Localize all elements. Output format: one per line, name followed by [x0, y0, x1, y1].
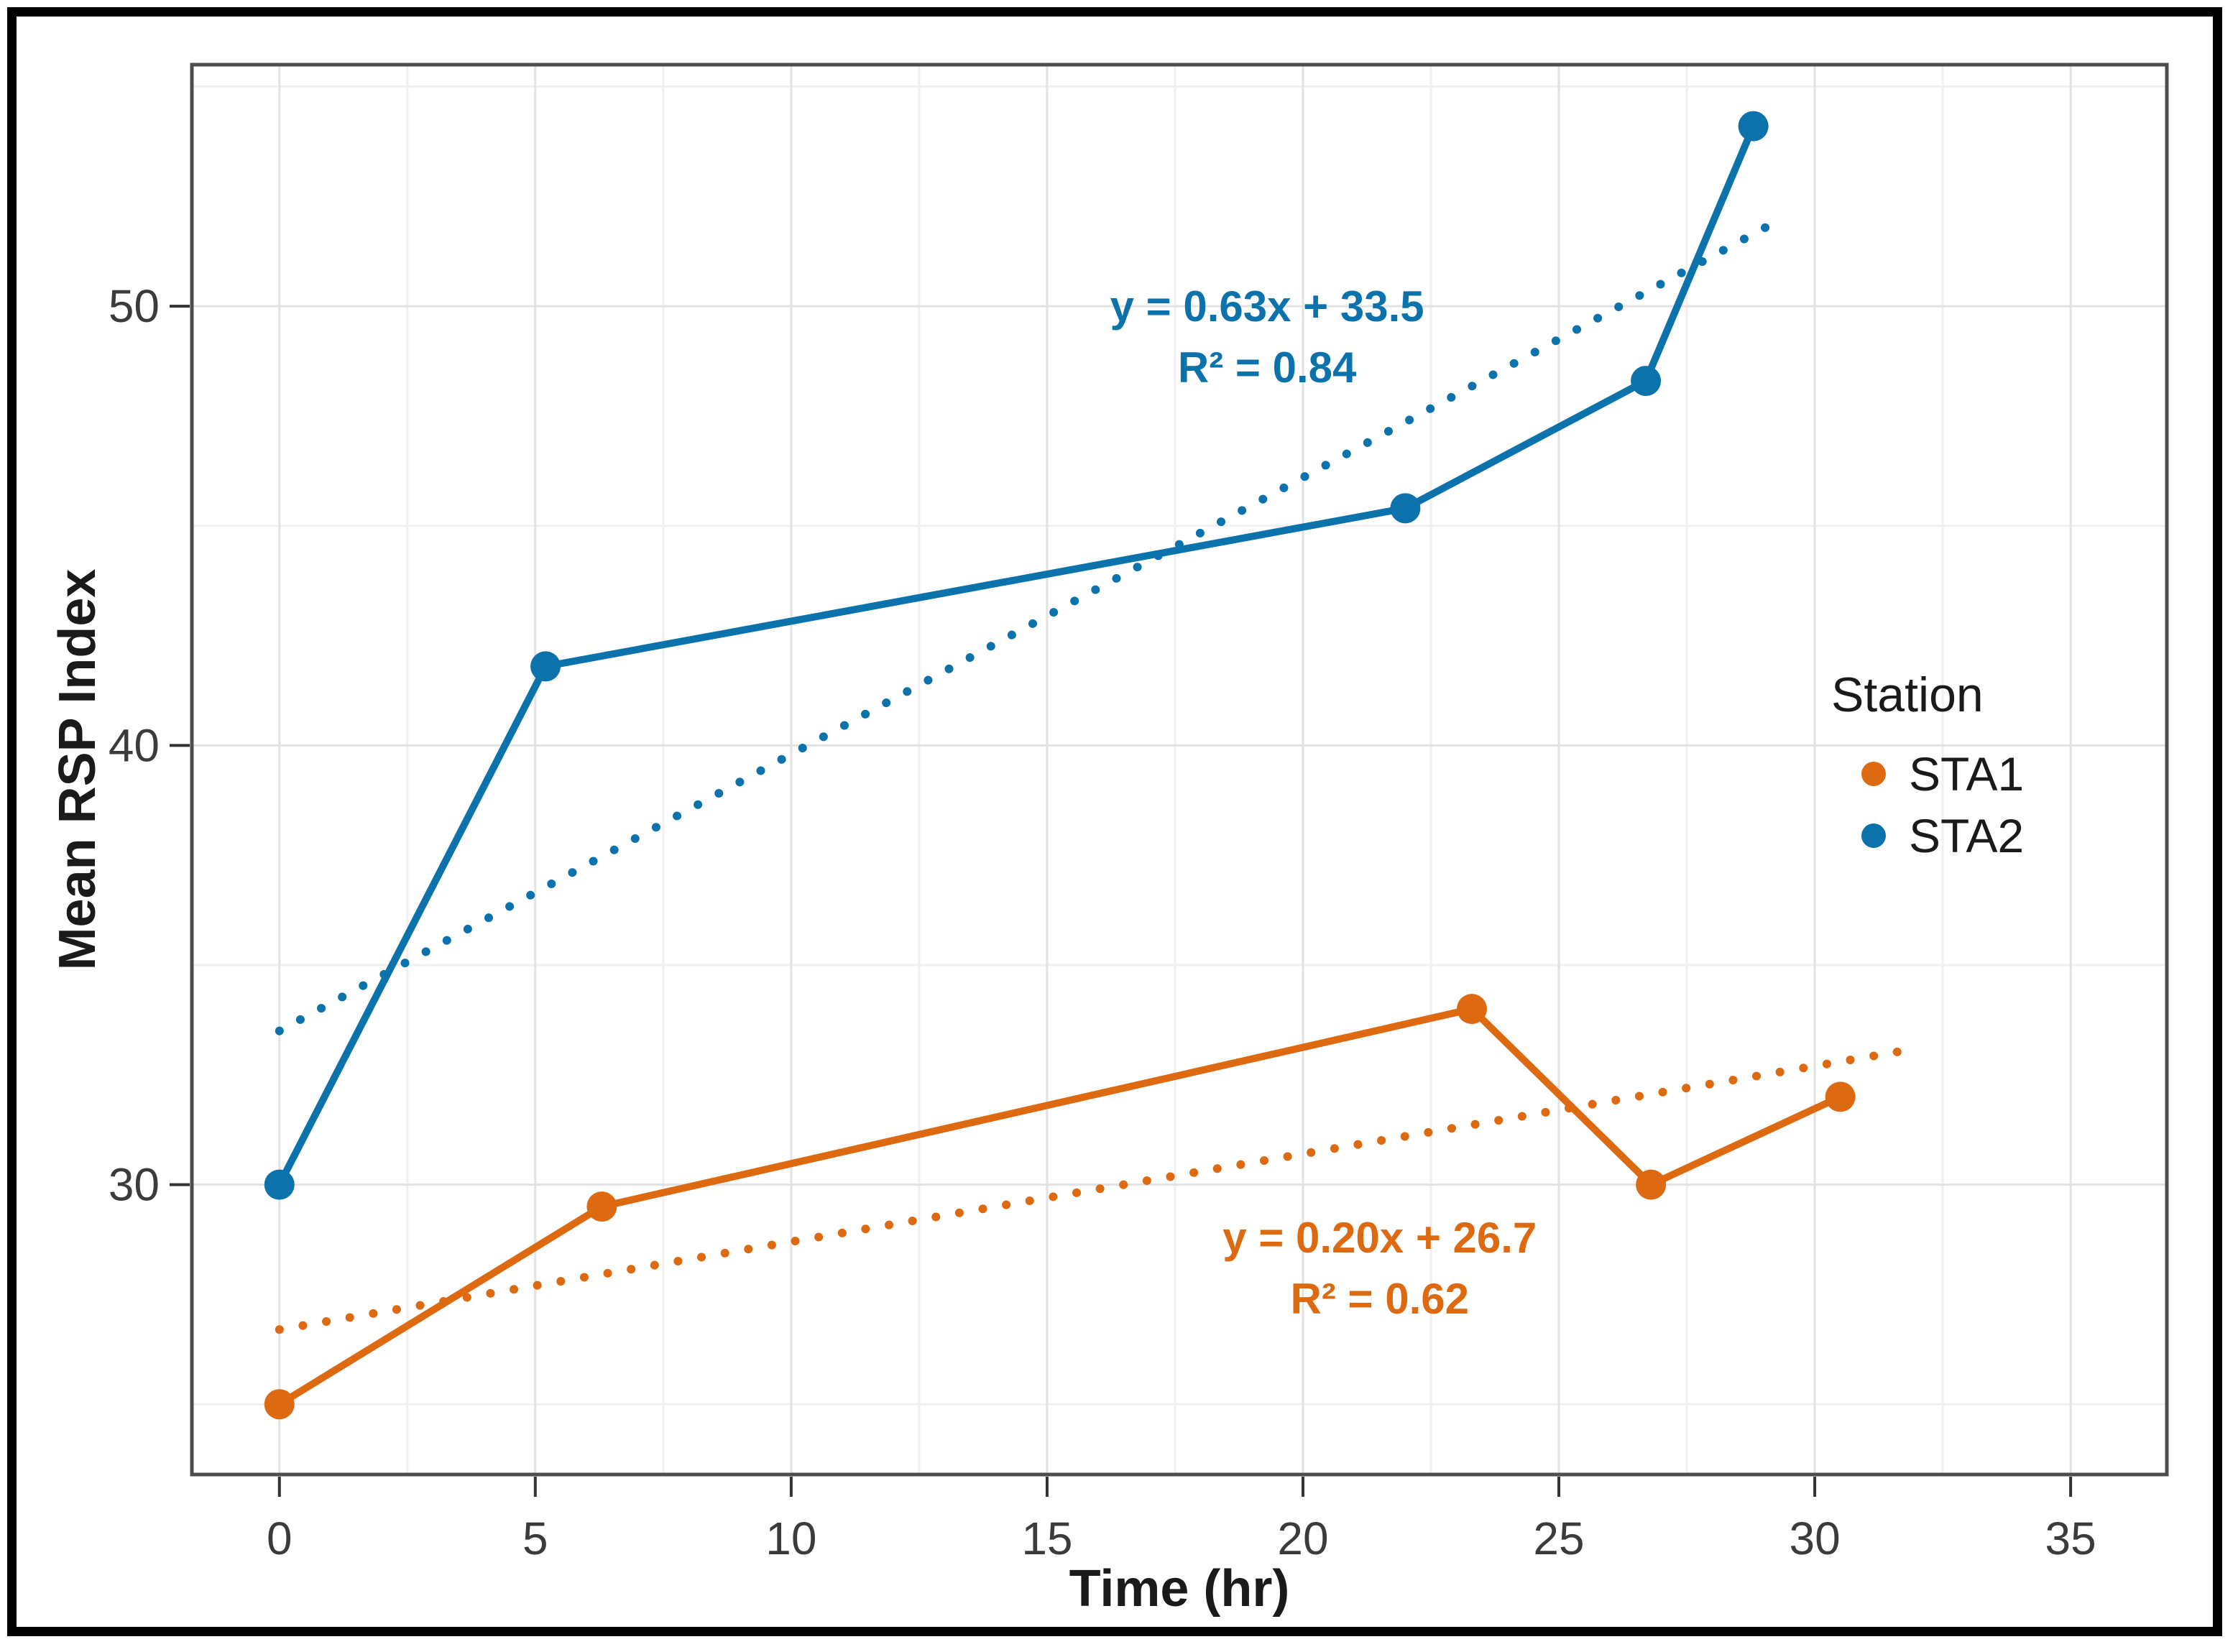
x-tick-label: 30 — [1789, 1513, 1840, 1564]
data-point-sta1 — [1825, 1081, 1856, 1112]
x-tick-label: 0 — [267, 1513, 293, 1564]
legend-item-sta1: STA1 — [1831, 743, 2024, 805]
y-tick-label: 30 — [109, 1159, 160, 1211]
data-point-sta1 — [264, 1389, 295, 1420]
regression-r2-sta2: R² = 0.84 — [1177, 343, 1357, 392]
data-point-sta1 — [586, 1191, 617, 1222]
panel-border — [190, 63, 2169, 1477]
legend-marker-sta2-icon — [1861, 823, 1886, 848]
regression-equation-sta1: y = 0.20x + 26.7 — [1222, 1213, 1537, 1262]
regression-equation-sta2: y = 0.63x + 33.5 — [1110, 282, 1424, 331]
legend-marker-sta1-icon — [1861, 762, 1886, 786]
legend-item-sta2: STA2 — [1831, 805, 2024, 867]
data-point-sta2 — [1738, 111, 1769, 142]
data-point-sta1 — [1456, 994, 1487, 1025]
data-point-sta1 — [1636, 1169, 1667, 1200]
y-tick-label: 40 — [109, 719, 160, 771]
panel-background — [192, 65, 2167, 1475]
legend-title: Station — [1831, 668, 1984, 722]
x-tick-label: 10 — [765, 1513, 816, 1564]
legend-label-sta1: STA1 — [1909, 747, 2025, 800]
x-tick-label: 5 — [522, 1513, 548, 1564]
regression-annotation-sta2: y = 0.63x + 33.5 R² = 0.84 — [1110, 276, 1424, 398]
x-tick-label: 25 — [1533, 1513, 1584, 1564]
legend: Station STA1 STA2 — [1831, 667, 2024, 867]
trend-line-sta2 — [275, 216, 1784, 1035]
data-point-sta2 — [530, 651, 561, 682]
y-axis-title: Mean RSP Index — [49, 568, 106, 971]
x-tick-label: 20 — [1277, 1513, 1328, 1564]
x-tick-label: 35 — [2045, 1513, 2096, 1564]
figure-border — [7, 7, 2222, 1636]
regression-annotation-sta1: y = 0.20x + 26.7 R² = 0.62 — [1222, 1207, 1537, 1329]
x-tick-label: 15 — [1021, 1513, 1072, 1564]
data-point-sta2 — [264, 1169, 295, 1200]
data-point-sta2 — [1631, 366, 1662, 397]
regression-r2-sta1: R² = 0.62 — [1290, 1274, 1470, 1323]
y-tick-label: 50 — [109, 280, 160, 332]
trend-line-sta1 — [275, 1044, 1922, 1334]
data-point-sta2 — [1390, 493, 1421, 524]
x-axis-title: Time (hr) — [1069, 1560, 1290, 1618]
legend-label-sta2: STA2 — [1909, 809, 2025, 862]
